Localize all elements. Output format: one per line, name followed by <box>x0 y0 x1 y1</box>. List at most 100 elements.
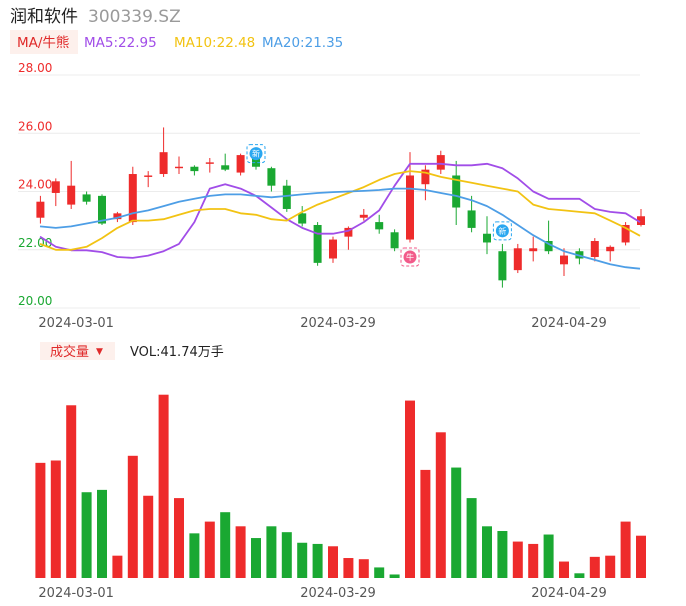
signal-badges: 新牛 新 <box>246 144 512 267</box>
volume-x-tick-label: 2024-03-01 <box>38 586 114 601</box>
moving-averages <box>39 162 641 270</box>
price-y-tick-label: 20.00 <box>18 294 52 308</box>
price-y-tick-label: 28.00 <box>18 61 52 75</box>
price-y-tick-label: 26.00 <box>18 119 52 133</box>
volume-bar <box>66 405 77 578</box>
signal-badge[interactable]: 牛 <box>400 247 420 267</box>
volume-bar <box>328 546 338 578</box>
ma10-line <box>39 170 641 251</box>
candle-body <box>560 255 568 265</box>
candle-body <box>359 214 368 218</box>
ma20-legend: MA20:21.35 <box>262 35 343 51</box>
candle-body <box>190 166 199 172</box>
candle-body <box>529 248 538 252</box>
candle-body <box>467 210 476 228</box>
volume-bar <box>528 543 539 578</box>
candle-body <box>252 153 260 167</box>
price-x-axis: 2024-03-01 2024-03-29 2024-04-29 <box>38 316 606 331</box>
candle-body <box>590 241 599 258</box>
candle-body <box>98 195 106 224</box>
candle-body <box>128 174 137 223</box>
candle-body <box>513 248 522 271</box>
volume-bar <box>312 543 323 578</box>
candle-body <box>313 224 322 263</box>
candle-body <box>205 162 214 164</box>
price-x-tick-label: 2024-03-29 <box>300 316 376 331</box>
ma10-legend: MA10:22.48 <box>174 35 255 51</box>
volume-bar <box>374 567 385 578</box>
svg-text:牛: 牛 <box>406 252 414 262</box>
candle-body <box>606 246 615 252</box>
price-x-tick-label: 2024-03-01 <box>38 316 114 331</box>
candle-body <box>375 222 384 230</box>
volume-bar <box>420 469 431 578</box>
volume-bar <box>281 532 292 578</box>
candle-body <box>421 169 430 185</box>
volume-bar <box>158 394 169 578</box>
ma-tab-bg[interactable] <box>10 30 78 54</box>
candle-body <box>144 175 153 177</box>
stock-code: 300339.SZ <box>88 7 181 27</box>
candle-body <box>221 165 230 170</box>
price-y-tick-label: 22.00 <box>18 236 52 250</box>
candle-body <box>282 185 291 209</box>
volume-bar <box>482 526 492 578</box>
ma5-legend: MA5:22.95 <box>84 35 157 51</box>
volume-bar <box>220 512 231 578</box>
volume-bar <box>389 574 400 578</box>
candle-body <box>621 224 630 243</box>
volume-tab-bg[interactable] <box>40 342 115 360</box>
candle-body <box>175 166 183 169</box>
volume-tab-dropdown-icon[interactable]: ▼ <box>96 347 103 357</box>
svg-text:新: 新 <box>498 226 506 236</box>
candle-body <box>82 194 91 202</box>
volume-bar <box>451 467 462 578</box>
candle-body <box>67 185 76 205</box>
candlesticks <box>36 127 645 288</box>
candle-body <box>236 155 245 173</box>
candle-body <box>637 216 645 225</box>
volume-bar <box>589 556 600 578</box>
candle-body <box>298 213 307 224</box>
candle-body <box>51 181 60 193</box>
volume-tab[interactable]: 成交量 <box>50 344 89 360</box>
volume-bar <box>343 558 354 578</box>
volume-x-axis: 2024-03-01 2024-03-29 2024-04-29 <box>38 586 606 601</box>
volume-x-tick-label: 2024-03-29 <box>300 586 376 601</box>
signal-badge[interactable]: 新 <box>246 144 266 164</box>
volume-bar <box>435 432 446 578</box>
volume-bar <box>605 555 616 578</box>
candle-body <box>483 233 491 243</box>
volume-bar <box>620 521 631 578</box>
volume-bar <box>251 538 261 578</box>
volume-bar <box>297 542 308 578</box>
candle-body <box>452 175 461 208</box>
volume-bar <box>112 555 123 578</box>
price-y-tick-label: 24.00 <box>18 178 52 192</box>
volume-x-tick-label: 2024-04-29 <box>531 586 607 601</box>
candle-body <box>329 239 337 259</box>
stock-name: 润和软件 <box>10 7 78 27</box>
volume-bar <box>636 535 646 578</box>
volume-bar <box>235 526 246 578</box>
volume-bar <box>497 531 508 578</box>
volume-bar <box>512 541 523 578</box>
svg-text:新: 新 <box>252 149 260 159</box>
volume-bar <box>35 462 46 578</box>
candle-body <box>344 227 353 237</box>
price-x-tick-label: 2024-04-29 <box>531 316 607 331</box>
candle-body <box>436 155 445 170</box>
candle-body <box>36 201 45 218</box>
ma-tab[interactable]: MA/牛熊 <box>17 35 69 51</box>
candle-body <box>406 175 414 240</box>
ma20-line <box>39 187 641 270</box>
volume-bar <box>574 573 585 578</box>
volume-bar <box>543 534 554 578</box>
volume-bar <box>97 489 107 578</box>
volume-bar <box>266 526 277 578</box>
volume-bar <box>466 498 477 578</box>
candle-body <box>267 168 276 186</box>
signal-badge[interactable]: 新 <box>492 221 512 241</box>
candle-body <box>544 241 553 252</box>
